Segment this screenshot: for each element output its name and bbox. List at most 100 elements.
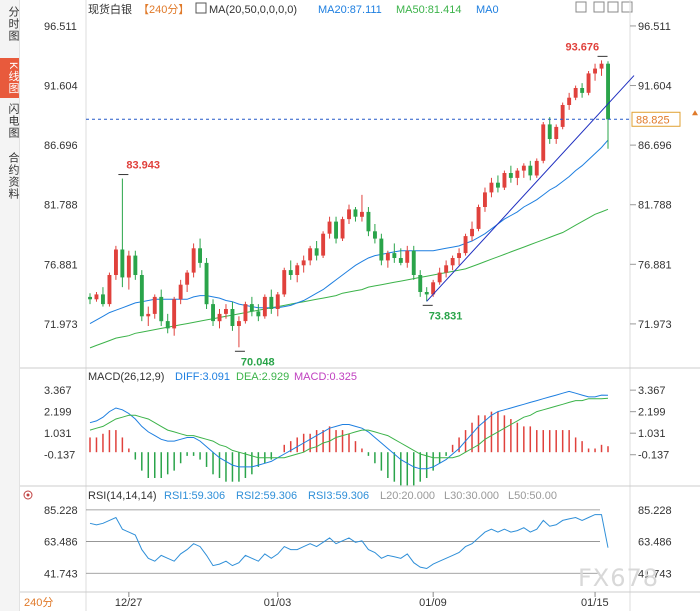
candle xyxy=(476,204,481,232)
candle-body xyxy=(301,260,306,266)
candle-body xyxy=(586,73,591,93)
candle-body xyxy=(120,249,125,278)
candle-body xyxy=(269,296,274,309)
candle-body xyxy=(560,105,565,127)
candle xyxy=(301,255,306,273)
candle xyxy=(314,241,319,261)
candle xyxy=(554,124,559,144)
candle-body xyxy=(314,248,319,256)
candle xyxy=(593,63,597,81)
rsi1-readout: RSI1:59.306 xyxy=(164,490,225,502)
candle xyxy=(282,267,287,297)
candle xyxy=(508,165,513,183)
candle-body xyxy=(133,255,138,275)
tab-flash-chart[interactable]: 闪电图 xyxy=(7,103,19,139)
candle-body xyxy=(340,219,345,239)
rsi-left-axis-label: 85.228 xyxy=(44,505,78,517)
candle-body xyxy=(334,221,338,239)
candle xyxy=(392,243,397,263)
candle xyxy=(599,60,604,76)
candle xyxy=(224,304,228,319)
tab-kline-chart[interactable]: K线图 xyxy=(0,58,19,98)
macd-axis: 3.367 2.199 1.031 -0.137 3.367 2.199 1.031 -0.1… xyxy=(44,385,669,462)
price-axis-label: 86.696 xyxy=(638,140,672,152)
rsi-settings-icon[interactable] xyxy=(23,490,33,500)
layout-icon[interactable] xyxy=(593,1,605,13)
dea-line xyxy=(89,397,609,459)
candle-body xyxy=(249,304,254,312)
candle-body xyxy=(321,233,326,256)
rsi1-line xyxy=(89,514,609,570)
candle-body xyxy=(366,211,371,232)
candle-body xyxy=(282,270,287,295)
close-icon[interactable] xyxy=(621,1,633,13)
indicator-toggle-icon[interactable] xyxy=(195,2,207,14)
candle-body xyxy=(405,250,410,263)
price-axis-label: 71.973 xyxy=(638,319,672,331)
price-left-axis-label: 91.604 xyxy=(44,81,78,93)
price-left-axis-label: 96.511 xyxy=(44,21,77,33)
macd-left-axis-label: -0.137 xyxy=(44,450,75,462)
candle-body xyxy=(385,253,390,261)
time-axis-label: 01/09 xyxy=(419,597,447,609)
candle xyxy=(178,279,183,305)
symbol-name: 现货白银 xyxy=(88,2,132,16)
candle-body xyxy=(567,97,572,105)
candle xyxy=(560,102,565,130)
candle xyxy=(327,216,332,239)
candle xyxy=(470,221,474,241)
annotation-low2: 73.831 xyxy=(429,310,463,322)
candle-body xyxy=(580,88,585,93)
candle xyxy=(437,267,442,285)
candle-body xyxy=(528,165,533,176)
candle-body xyxy=(230,309,235,326)
price-axis-label: 81.788 xyxy=(638,200,672,212)
candle-body xyxy=(353,209,358,217)
candle xyxy=(541,122,546,164)
minimize-icon[interactable] xyxy=(607,1,619,13)
candle-body xyxy=(198,248,202,263)
candle-body xyxy=(431,282,436,295)
candle-body xyxy=(470,228,474,237)
price-left-axis-label: 81.788 xyxy=(44,200,78,212)
candle xyxy=(217,309,222,329)
candle-body xyxy=(437,272,442,283)
candle-body xyxy=(327,221,332,234)
candle xyxy=(502,170,507,190)
price-axis-label: 76.881 xyxy=(638,259,672,271)
bottom-timeframe-selector[interactable]: 240分 xyxy=(24,597,54,609)
rsi-l30-readout: L30:30.000 xyxy=(444,490,499,502)
candle xyxy=(308,245,313,266)
rsi-axis-label: 41.743 xyxy=(638,568,672,580)
settings-icon[interactable] xyxy=(575,1,587,13)
rsi-axis-label: 63.486 xyxy=(638,537,672,549)
candle-body xyxy=(398,258,403,263)
price-left-axis-label: 86.696 xyxy=(44,140,78,152)
tab-contract-info[interactable]: 合约资料 xyxy=(7,152,19,200)
candle-body xyxy=(411,250,416,275)
candle xyxy=(120,178,125,288)
candle-body xyxy=(88,296,92,300)
rsi-l50-readout: L50:50.00 xyxy=(508,490,557,502)
candle xyxy=(366,207,371,237)
candle xyxy=(580,83,585,98)
candle xyxy=(444,260,449,278)
macd-histogram xyxy=(89,411,609,486)
candle-body xyxy=(593,68,597,74)
candle-body xyxy=(554,126,559,139)
macd-left-axis-label: 1.031 xyxy=(44,428,72,440)
candle-body xyxy=(165,321,170,329)
ma-params-label: MA(20,50,0,0,0,0) xyxy=(209,4,297,16)
price-marker-arrow-icon xyxy=(692,110,698,116)
candle xyxy=(567,92,572,110)
macd-axis-label: 3.367 xyxy=(638,385,666,397)
candle-body xyxy=(159,296,164,322)
ma20-readout: MA20:87.111 xyxy=(318,4,382,16)
candle xyxy=(457,248,461,266)
candles-group[interactable] xyxy=(88,60,610,348)
candle-body xyxy=(139,275,144,317)
candle xyxy=(398,248,403,266)
tab-timeshare-chart[interactable]: 分时图 xyxy=(7,6,19,42)
candle-body xyxy=(444,265,449,273)
